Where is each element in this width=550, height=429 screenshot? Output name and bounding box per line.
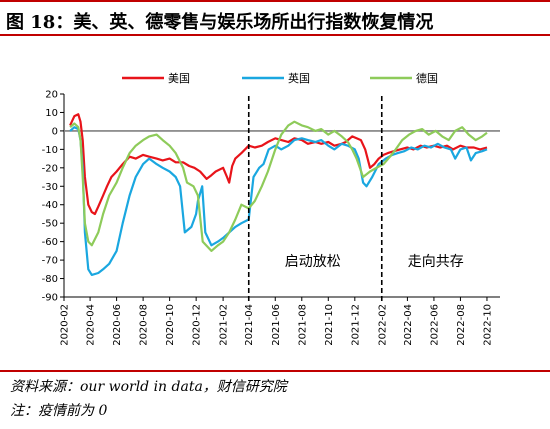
x-tick-label: 2021-12 [350,304,361,346]
y-tick-label: 0 [52,126,58,137]
x-tick-label: 2020-10 [165,304,176,346]
series-line [69,126,488,276]
y-tick-label: -60 [42,237,58,248]
y-tick-label: 20 [45,90,58,101]
x-tick-label: 2020-02 [60,304,71,346]
phase-label: 启动放松 [285,254,341,270]
y-tick-label: -30 [42,182,58,193]
x-tick-label: 2020-04 [86,304,97,346]
source-note: 资料来源：our world in data，财信研究院 [10,379,287,395]
figure-title: 图 18：美、英、德零售与娱乐场所出行指数恢复情况 [6,12,434,33]
y-tick-label: -50 [42,219,58,230]
title-bar: 图 18：美、英、德零售与娱乐场所出行指数恢复情况 [0,0,550,36]
footer-divider [0,370,550,372]
x-tick-label: 2021-10 [324,304,335,346]
x-tick-label: 2021-02 [219,304,230,346]
x-tick-label: 2022-10 [482,304,493,346]
y-tick-label: 10 [45,108,58,119]
y-tick-label: -40 [42,200,58,211]
x-tick-label: 2021-04 [244,304,255,346]
x-tick-label: 2021-08 [297,304,308,346]
phase-label: 走向共存 [408,254,464,270]
x-tick-label: 2020-12 [192,304,203,346]
legend-label: 美国 [168,72,190,85]
series-line [69,113,488,216]
y-tick-label: -70 [42,256,58,267]
x-tick-label: 2022-08 [456,304,467,346]
x-tick-label: 2020-06 [112,304,123,346]
baseline-note: 注：疫情前为 0 [10,403,108,419]
y-tick-label: -10 [42,145,58,156]
x-tick-label: 2020-08 [139,304,150,346]
x-tick-label: 2022-06 [429,304,440,346]
x-tick-label: 2021-06 [271,304,282,346]
legend-label: 德国 [416,71,438,85]
x-tick-label: 2022-02 [377,304,388,346]
y-tick-label: -80 [42,274,58,285]
legend-label: 英国 [288,71,310,85]
series-line [69,120,488,252]
y-tick-label: -20 [42,163,58,174]
y-tick-label: -90 [42,293,58,304]
x-tick-label: 2022-04 [403,304,414,346]
